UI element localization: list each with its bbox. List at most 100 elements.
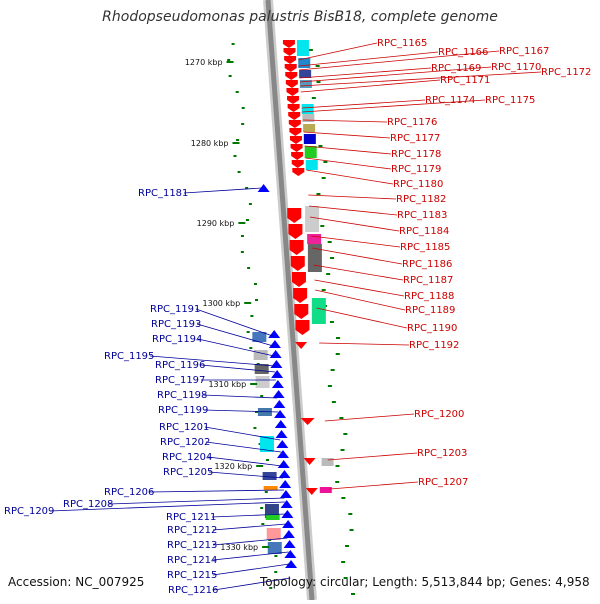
forward-gene-arrow <box>295 320 310 335</box>
reverse-gene-arrow <box>284 550 297 558</box>
reverse-gene-arrow <box>277 460 290 468</box>
reverse-gene-arrow <box>271 380 284 388</box>
kbp-tick-label: 1300 kbp <box>203 299 241 308</box>
gene-label-right: RPC_1207 <box>418 477 468 488</box>
leader-line <box>49 501 285 512</box>
gene-label-right: RPC_1170 <box>491 62 541 73</box>
gene-label-left: RPC_1196 <box>155 360 205 371</box>
gene-label-right: RPC_1180 <box>393 179 443 190</box>
gene-block <box>255 376 270 388</box>
leader-line <box>213 577 291 591</box>
genome-backbone <box>263 0 317 601</box>
gene-label-right: RPC_1185 <box>400 242 450 253</box>
forward-gene-arrow <box>287 208 302 223</box>
reverse-gene-arrow <box>277 450 289 458</box>
leader-line <box>108 497 285 505</box>
gene-block <box>299 70 312 78</box>
leader-line <box>303 131 391 139</box>
gene-block <box>301 104 314 114</box>
leader-line <box>208 471 284 479</box>
gene-block <box>311 298 326 324</box>
kbp-tick-label: 1330 kbp <box>220 543 258 552</box>
gene-label-right: RPC_1200 <box>414 409 464 420</box>
leader-line <box>212 537 288 546</box>
gene-label-left: RPC_1208 <box>63 499 113 510</box>
reverse-gene-arrow <box>271 370 284 378</box>
gene-label-right: RPC_1175 <box>485 95 535 106</box>
gene-label-left: RPC_1214 <box>167 555 217 566</box>
forward-gene-arrow <box>289 240 304 255</box>
leader-line <box>319 342 410 346</box>
gene-block <box>265 514 280 520</box>
accession-text: Accession: NC_007925 <box>8 575 145 589</box>
gene-label-right: RPC_1203 <box>417 448 467 459</box>
forward-gene-arrow <box>294 304 309 319</box>
gene-block <box>252 332 267 342</box>
reverse-gene-arrow <box>273 400 286 408</box>
forward-gene-arrow <box>291 152 304 160</box>
kbp-tick-label: 1270 kbp <box>185 58 223 67</box>
leader-line <box>300 71 542 87</box>
gene-label-right: RPC_1179 <box>391 164 441 175</box>
leader-line <box>309 205 398 216</box>
leader-line <box>298 51 439 67</box>
kbp-tick-labels: 1270 kbp 1280 kbp 1290 kbp 1300 kbp 1310 kbp… <box>185 58 270 552</box>
forward-gene-arrow <box>286 88 299 96</box>
gene-label-left: RPC_1202 <box>160 437 210 448</box>
gene-block <box>305 160 318 170</box>
gene-block <box>304 146 317 158</box>
kbp-tick-label: 1310 kbp <box>208 380 246 389</box>
leader-line <box>202 394 278 399</box>
topology-text: Topology: circular; Length: 5,513,844 bp… <box>260 575 590 589</box>
gene-label-left: RPC_1206 <box>104 487 154 498</box>
leader-line <box>312 247 403 265</box>
gene-label-right: RPC_1167 <box>499 46 549 57</box>
forward-gene-arrow <box>305 488 318 495</box>
leader-line <box>149 355 275 367</box>
leader-line <box>207 456 283 467</box>
label-leader-lines <box>49 42 542 591</box>
leader-line <box>324 413 415 422</box>
leader-line <box>211 513 286 518</box>
gene-block <box>303 134 316 144</box>
leader-line <box>300 79 441 93</box>
leader-line <box>314 279 405 297</box>
gene-label-right: RPC_1165 <box>377 38 427 49</box>
leader-line <box>197 338 275 357</box>
forward-gene-arrow <box>291 272 306 287</box>
kbp-tick-label: 1290 kbp <box>197 219 235 228</box>
leader-line <box>298 42 378 61</box>
gene-label-left: RPC_1199 <box>158 405 208 416</box>
reverse-gene-arrow <box>257 184 270 192</box>
forward-gene-arrow <box>292 168 305 176</box>
leader-line <box>183 187 262 194</box>
leader-line <box>309 216 400 232</box>
leader-line <box>302 99 486 113</box>
gene-labels: RPC_1165 RPC_1166 RPC_1167 RPC_1169 RPC_1170… <box>4 38 591 596</box>
gene-block <box>296 40 309 56</box>
gene-label-left: RPC_1212 <box>167 525 217 536</box>
reverse-gene-arrow <box>268 340 281 348</box>
leader-line <box>311 235 401 248</box>
leader-line <box>327 452 418 461</box>
leader-line <box>306 169 394 185</box>
gene-block <box>262 472 277 480</box>
leader-line <box>196 323 274 347</box>
reverse-gene-arrow <box>279 480 292 488</box>
gene-label-right: RPC_1174 <box>425 95 475 106</box>
forward-gene-arrow <box>285 72 298 80</box>
gene-label-left: RPC_1211 <box>166 512 216 523</box>
leader-line <box>149 489 284 493</box>
leader-line <box>205 441 282 453</box>
gene-block <box>305 206 320 232</box>
gene-label-left: RPC_1197 <box>155 375 205 386</box>
reverse-gene-arrow <box>270 360 283 368</box>
leader-line <box>301 99 426 109</box>
leader-line <box>212 563 290 576</box>
gene-label-left: RPC_1194 <box>152 334 202 345</box>
leader-line <box>203 409 279 413</box>
gene-label-right: RPC_1187 <box>403 275 453 286</box>
leader-line <box>308 194 397 200</box>
gene-label-right: RPC_1171 <box>440 75 490 86</box>
